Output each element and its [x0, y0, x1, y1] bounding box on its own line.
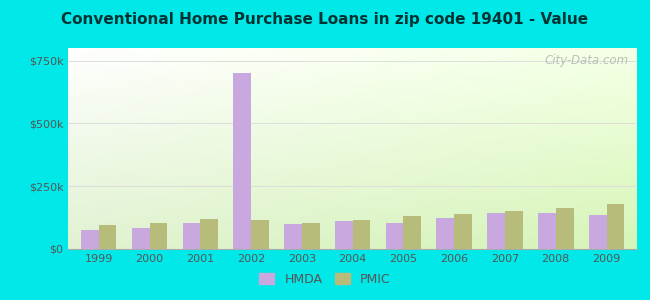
Bar	[505, 211, 523, 249]
Bar	[538, 213, 556, 249]
Bar	[589, 215, 606, 249]
Bar	[233, 73, 251, 249]
Bar	[335, 221, 352, 249]
Bar	[183, 223, 200, 249]
Bar	[454, 214, 472, 249]
Bar	[302, 223, 320, 249]
Bar	[556, 208, 573, 249]
Bar	[99, 225, 116, 249]
Bar	[606, 204, 624, 249]
Bar	[200, 219, 218, 249]
Bar	[404, 216, 421, 249]
Bar	[284, 224, 302, 249]
Legend: HMDA, PMIC: HMDA, PMIC	[254, 268, 396, 291]
Bar	[150, 223, 167, 249]
Bar	[132, 228, 150, 249]
Bar	[488, 213, 505, 249]
Bar	[251, 220, 269, 249]
Text: City-Data.com: City-Data.com	[544, 54, 629, 67]
Bar	[385, 223, 404, 249]
Bar	[81, 230, 99, 249]
Text: Conventional Home Purchase Loans in zip code 19401 - Value: Conventional Home Purchase Loans in zip …	[62, 12, 588, 27]
Bar	[352, 220, 370, 249]
Bar	[436, 218, 454, 249]
